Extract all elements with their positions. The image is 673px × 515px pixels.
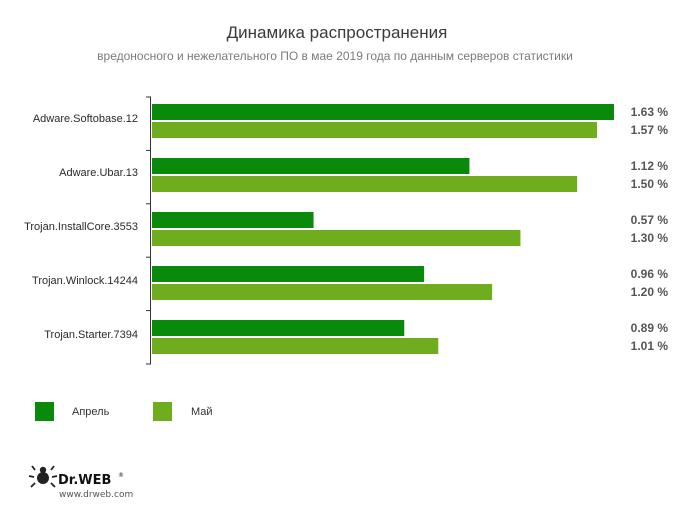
bar-may: [152, 284, 493, 300]
bar-may: [152, 230, 521, 246]
value-label: 1.01 %: [631, 339, 669, 353]
bar-may: [152, 338, 439, 354]
category-labels: Adware.Softobase.12 Adware.Ubar.13 Trojan.…: [24, 113, 138, 341]
legend: Апрель Май: [35, 402, 213, 421]
spider-icon: [28, 465, 58, 488]
y-axis-ticks: [146, 96, 151, 365]
bar-april: [152, 320, 405, 336]
bar-may: [152, 122, 597, 138]
bar-may: [152, 176, 578, 192]
bars: [152, 104, 614, 354]
value-labels: 1.63 % 1.57 % 1.12 % 1.50 % 0.57 % 1.30 % 0.96…: [631, 105, 669, 353]
legend-swatch-may: [153, 402, 172, 421]
value-label: 1.20 %: [631, 285, 669, 299]
value-label: 1.12 %: [631, 159, 669, 173]
brand-registered: ®: [118, 472, 124, 479]
value-label: 1.63 %: [631, 105, 669, 119]
bar-april: [152, 212, 314, 228]
category-label: Trojan.Winlock.14244: [32, 275, 138, 287]
drweb-logo: Dr.WEB ® www.drweb.com: [28, 465, 133, 500]
chart-title: Динамика распространения: [227, 23, 448, 42]
category-label: Adware.Softobase.12: [33, 113, 138, 125]
value-label: 0.89 %: [631, 321, 669, 335]
bar-april: [152, 158, 470, 174]
bar-april: [152, 266, 425, 282]
bar-april: [152, 104, 614, 120]
category-label: Trojan.InstallCore.3553: [24, 221, 138, 233]
legend-label-may: Май: [191, 406, 213, 418]
value-label: 1.30 %: [631, 231, 669, 245]
category-label: Trojan.Starter.7394: [44, 329, 138, 341]
category-label: Adware.Ubar.13: [59, 167, 138, 179]
value-label: 1.57 %: [631, 123, 669, 137]
brand-url: www.drweb.com: [59, 490, 133, 500]
brand-name: Dr.WEB: [58, 473, 111, 488]
value-label: 1.50 %: [631, 177, 669, 191]
chart-subtitle: вредоносного и нежелательного ПО в мае 2…: [97, 49, 573, 63]
value-label: 0.57 %: [631, 213, 669, 227]
value-label: 0.96 %: [631, 267, 669, 281]
legend-label-april: Апрель: [72, 406, 110, 418]
legend-swatch-april: [35, 402, 54, 421]
